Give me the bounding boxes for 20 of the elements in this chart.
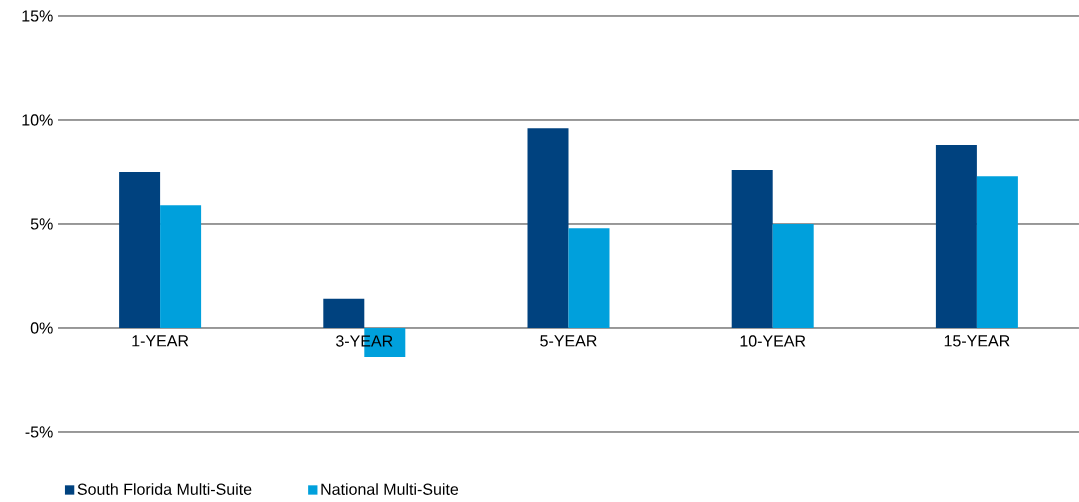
bar <box>119 171 161 328</box>
bar <box>772 223 814 328</box>
legend-label: South Florida Multi-Suite <box>77 483 252 495</box>
x-tick-label: 15-YEAR <box>944 335 1010 347</box>
y-tick-label: 0% <box>30 322 53 334</box>
bar <box>323 298 365 328</box>
bar <box>976 176 1018 328</box>
bar <box>935 144 977 328</box>
legend-label: National Multi-Suite <box>321 483 459 495</box>
bar <box>527 128 569 328</box>
y-tick-label: 15% <box>22 10 53 22</box>
bar <box>568 228 610 328</box>
x-tick-label: 10-YEAR <box>740 335 806 347</box>
y-tick-label: 10% <box>22 114 53 126</box>
bar <box>731 169 773 328</box>
x-tick-label: 1-YEAR <box>132 335 189 347</box>
bar <box>160 205 202 328</box>
x-tick-label: 5-YEAR <box>540 335 597 347</box>
y-tick-label: -5% <box>25 426 53 438</box>
y-tick-label: 5% <box>30 218 53 230</box>
